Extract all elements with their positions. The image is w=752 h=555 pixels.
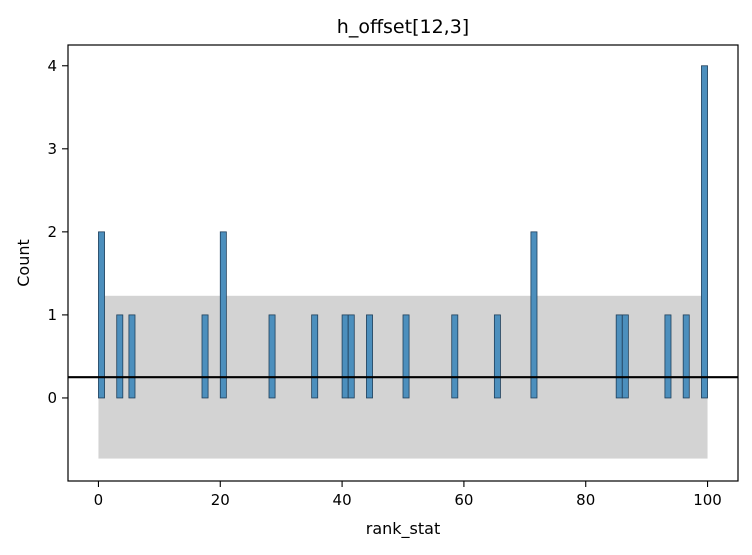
histogram-bar <box>347 314 355 399</box>
x-tick-label: 40 <box>333 491 352 509</box>
histogram-bar <box>701 65 708 399</box>
histogram-bars <box>98 65 708 399</box>
histogram-bar <box>128 314 136 399</box>
histogram-bar <box>664 314 672 399</box>
histogram-bar <box>341 314 349 399</box>
y-tick-label: 0 <box>47 389 57 407</box>
x-axis-label: rank_stat <box>366 519 440 539</box>
y-axis-label: Count <box>14 239 33 287</box>
x-axis-ticks: 0 20 40 60 80 100 <box>94 481 722 509</box>
y-tick-label: 2 <box>47 223 57 241</box>
y-tick-label: 3 <box>47 140 57 158</box>
y-tick-label: 1 <box>47 306 57 324</box>
y-tick-label: 4 <box>47 57 57 75</box>
histogram-bar <box>621 314 629 399</box>
histogram-bar <box>366 314 373 399</box>
histogram-bar <box>116 314 124 399</box>
histogram-bar <box>682 314 690 399</box>
plot-frame <box>67 44 739 482</box>
x-tick-label: 80 <box>576 491 595 509</box>
histogram-bar <box>402 314 410 399</box>
x-tick-label: 0 <box>94 491 104 509</box>
x-tick-label: 20 <box>211 491 230 509</box>
histogram-bar <box>311 314 319 399</box>
histogram-bar <box>451 314 459 399</box>
y-axis-ticks: 0 1 2 3 4 <box>47 57 68 407</box>
chart-title: h_offset[12,3] <box>337 16 469 38</box>
x-tick-label: 60 <box>454 491 473 509</box>
histogram-bar <box>530 231 538 399</box>
histogram-bar <box>219 231 227 399</box>
x-tick-label: 100 <box>693 491 722 509</box>
histogram-bar <box>268 314 276 399</box>
histogram-bar <box>615 314 623 399</box>
histogram-bar <box>493 314 501 399</box>
histogram-bar <box>98 231 105 399</box>
histogram-bar <box>201 314 209 399</box>
